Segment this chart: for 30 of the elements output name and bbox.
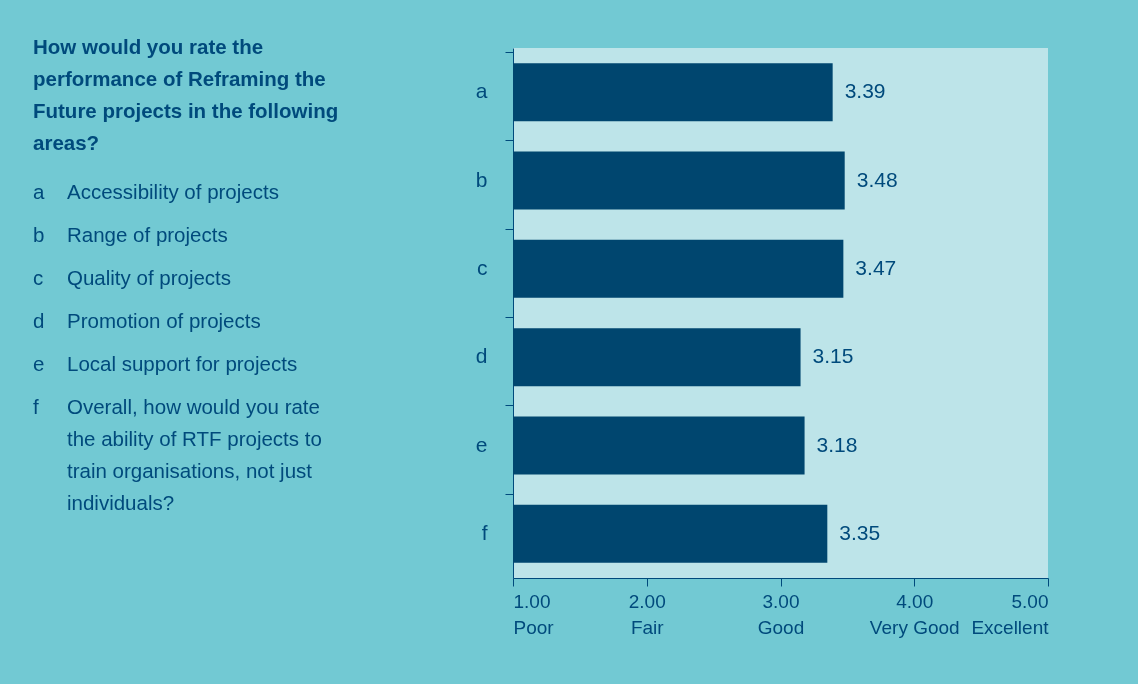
category-label: d	[33, 309, 45, 332]
data-label: 3.39	[844, 79, 886, 103]
y-tick-label: d	[475, 344, 488, 368]
text: Range of projects	[67, 223, 228, 246]
text: Local support for projects	[67, 352, 298, 375]
x-tick-label: 5.00 Excellent	[971, 590, 1050, 638]
x-tick-label: 1.00 Poor	[513, 590, 555, 638]
x-tick-label: 2.00 Fair	[628, 590, 666, 638]
text: Quality of projects	[67, 266, 232, 289]
data-label: 3.48	[856, 167, 898, 191]
y-tick-label: b	[475, 167, 488, 191]
data-label: 3.35	[839, 520, 881, 544]
category-label: e	[33, 352, 45, 375]
data-label: 3.15	[812, 344, 854, 368]
category-label: c	[33, 266, 44, 289]
category-label: b	[33, 223, 45, 246]
y-tick-label: a	[475, 79, 488, 103]
text: Promotion of projects	[67, 309, 261, 332]
text: Accessibility of projects	[67, 180, 279, 203]
text: Overall, how would you rate the ability of RTF projects to train organisations, not just individuals?	[67, 395, 322, 514]
text: How would you rate the performance of Reframing the Future projects in the following areas?	[33, 35, 339, 154]
category-label: f	[33, 395, 39, 418]
data-label: 3.18	[816, 432, 858, 456]
x-tick-label: 4.00 Very Good	[869, 590, 960, 638]
y-tick-label: e	[475, 432, 488, 456]
y-tick-label: f	[481, 520, 488, 544]
data-label: 3.47	[855, 255, 897, 279]
category-label: a	[33, 180, 45, 203]
y-tick-label: c	[477, 255, 488, 279]
x-tick-label: 3.00 Good	[757, 590, 805, 638]
